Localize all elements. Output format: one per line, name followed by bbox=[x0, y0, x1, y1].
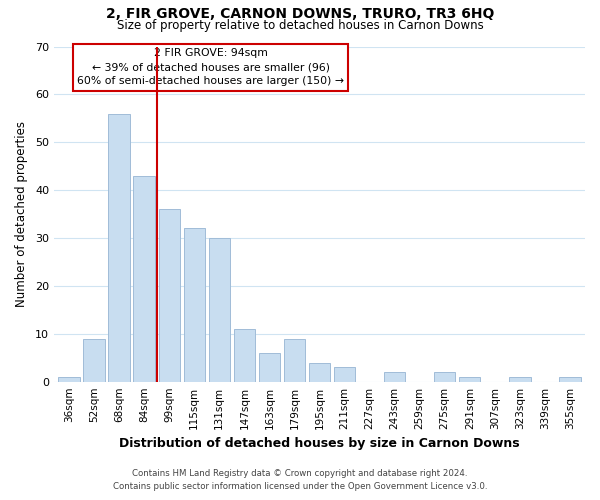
Bar bbox=[109, 114, 130, 382]
Y-axis label: Number of detached properties: Number of detached properties bbox=[15, 121, 28, 307]
Text: Contains HM Land Registry data © Crown copyright and database right 2024.
Contai: Contains HM Land Registry data © Crown c… bbox=[113, 470, 487, 491]
Text: 2, FIR GROVE, CARNON DOWNS, TRURO, TR3 6HQ: 2, FIR GROVE, CARNON DOWNS, TRURO, TR3 6… bbox=[106, 8, 494, 22]
Bar bbox=[284, 338, 305, 382]
Bar bbox=[559, 377, 581, 382]
Bar bbox=[133, 176, 155, 382]
Bar bbox=[259, 353, 280, 382]
Bar bbox=[233, 329, 255, 382]
Text: 2 FIR GROVE: 94sqm
← 39% of detached houses are smaller (96)
60% of semi-detache: 2 FIR GROVE: 94sqm ← 39% of detached hou… bbox=[77, 48, 344, 86]
Bar bbox=[58, 377, 80, 382]
Bar bbox=[459, 377, 481, 382]
Bar bbox=[384, 372, 405, 382]
Bar bbox=[158, 210, 180, 382]
Bar bbox=[434, 372, 455, 382]
Bar bbox=[509, 377, 530, 382]
Bar bbox=[309, 362, 330, 382]
Bar bbox=[184, 228, 205, 382]
Bar bbox=[334, 368, 355, 382]
Text: Size of property relative to detached houses in Carnon Downs: Size of property relative to detached ho… bbox=[116, 19, 484, 32]
Bar bbox=[83, 338, 104, 382]
X-axis label: Distribution of detached houses by size in Carnon Downs: Distribution of detached houses by size … bbox=[119, 437, 520, 450]
Bar bbox=[209, 238, 230, 382]
